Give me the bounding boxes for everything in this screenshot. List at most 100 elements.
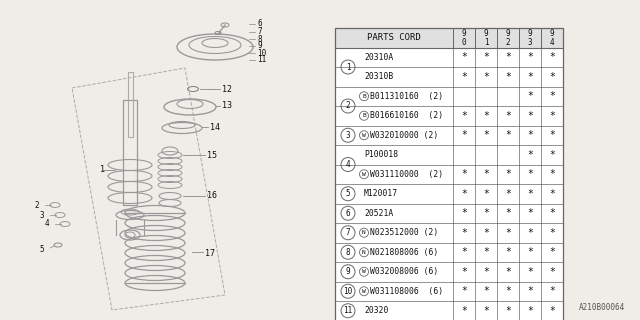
Text: *: * [549, 208, 555, 218]
Text: *: * [483, 189, 489, 199]
Text: B: B [362, 94, 366, 99]
Bar [335, 262, 563, 282]
Bar [335, 125, 563, 145]
Text: 6: 6 [257, 20, 262, 28]
Text: *: * [527, 130, 533, 140]
Text: W032008006 (6): W032008006 (6) [369, 267, 438, 276]
Text: *: * [483, 267, 489, 277]
Text: *: * [461, 130, 467, 140]
Text: 7: 7 [257, 28, 262, 36]
Text: *: * [505, 169, 511, 179]
Text: *: * [483, 228, 489, 238]
Text: N021808006 (6): N021808006 (6) [369, 248, 438, 257]
Text: *: * [549, 130, 555, 140]
Text: *: * [505, 208, 511, 218]
Text: P100018: P100018 [364, 150, 398, 159]
Text: N: N [362, 230, 366, 235]
Text: *: * [505, 52, 511, 62]
Text: 16: 16 [207, 191, 217, 201]
Text: 11: 11 [257, 55, 266, 65]
Text: W031108006  (6): W031108006 (6) [369, 287, 443, 296]
Text: *: * [549, 306, 555, 316]
Text: *: * [483, 111, 489, 121]
Text: *: * [461, 306, 467, 316]
Text: 20310B: 20310B [364, 72, 393, 81]
Text: B016610160  (2): B016610160 (2) [369, 111, 443, 120]
Text: W: W [362, 133, 366, 138]
Text: W: W [362, 172, 366, 177]
Text: 15: 15 [207, 150, 217, 159]
Bar [335, 301, 563, 320]
Text: W031110000  (2): W031110000 (2) [369, 170, 443, 179]
Text: *: * [549, 111, 555, 121]
Text: A210B00064: A210B00064 [579, 303, 625, 313]
Text: *: * [549, 169, 555, 179]
Bar [335, 204, 563, 223]
Text: 8: 8 [346, 248, 350, 257]
Text: *: * [461, 286, 467, 296]
Text: 9
4: 9 4 [550, 29, 554, 47]
Text: *: * [461, 228, 467, 238]
Text: *: * [527, 72, 533, 82]
Text: *: * [549, 72, 555, 82]
Text: *: * [549, 150, 555, 160]
Bar [335, 28, 563, 47]
Text: *: * [483, 52, 489, 62]
Text: 2: 2 [346, 101, 350, 110]
Bar [335, 164, 563, 184]
Text: *: * [483, 306, 489, 316]
Text: *: * [461, 169, 467, 179]
Text: 3: 3 [346, 131, 350, 140]
Text: *: * [461, 52, 467, 62]
Text: *: * [505, 189, 511, 199]
Bar [335, 184, 563, 204]
Text: 9: 9 [257, 42, 262, 51]
Text: *: * [527, 52, 533, 62]
Bar [335, 223, 563, 243]
Text: 4: 4 [346, 160, 350, 169]
Text: *: * [505, 228, 511, 238]
Text: *: * [549, 286, 555, 296]
Text: W: W [362, 289, 366, 294]
Text: *: * [483, 72, 489, 82]
Text: *: * [527, 267, 533, 277]
Text: 6: 6 [346, 209, 350, 218]
Text: *: * [461, 189, 467, 199]
Text: *: * [461, 267, 467, 277]
Text: 2: 2 [35, 201, 39, 210]
Text: 20310A: 20310A [364, 53, 393, 62]
Bar [335, 28, 563, 320]
Bar [335, 282, 563, 301]
Text: 11: 11 [344, 306, 353, 315]
Text: *: * [505, 306, 511, 316]
Text: *: * [527, 306, 533, 316]
Text: B: B [362, 113, 366, 118]
Text: *: * [549, 228, 555, 238]
Text: 20320: 20320 [364, 306, 388, 315]
Text: B011310160  (2): B011310160 (2) [369, 92, 443, 101]
Text: 7: 7 [346, 228, 350, 237]
Bar [335, 86, 563, 106]
Text: *: * [483, 130, 489, 140]
Text: *: * [549, 91, 555, 101]
Text: 20521A: 20521A [364, 209, 393, 218]
Text: *: * [527, 150, 533, 160]
Text: *: * [527, 189, 533, 199]
Text: *: * [461, 111, 467, 121]
Text: N: N [362, 250, 366, 255]
Text: *: * [461, 72, 467, 82]
Text: *: * [505, 111, 511, 121]
Text: *: * [483, 286, 489, 296]
Text: *: * [505, 247, 511, 257]
Text: 10: 10 [257, 49, 266, 58]
Text: *: * [483, 247, 489, 257]
Bar [123, 100, 137, 205]
Text: *: * [461, 208, 467, 218]
Bar [335, 67, 563, 86]
Text: 12: 12 [222, 84, 232, 93]
Bar [335, 145, 563, 164]
Text: *: * [505, 267, 511, 277]
Text: *: * [527, 91, 533, 101]
Text: *: * [549, 189, 555, 199]
Text: 9: 9 [346, 267, 350, 276]
